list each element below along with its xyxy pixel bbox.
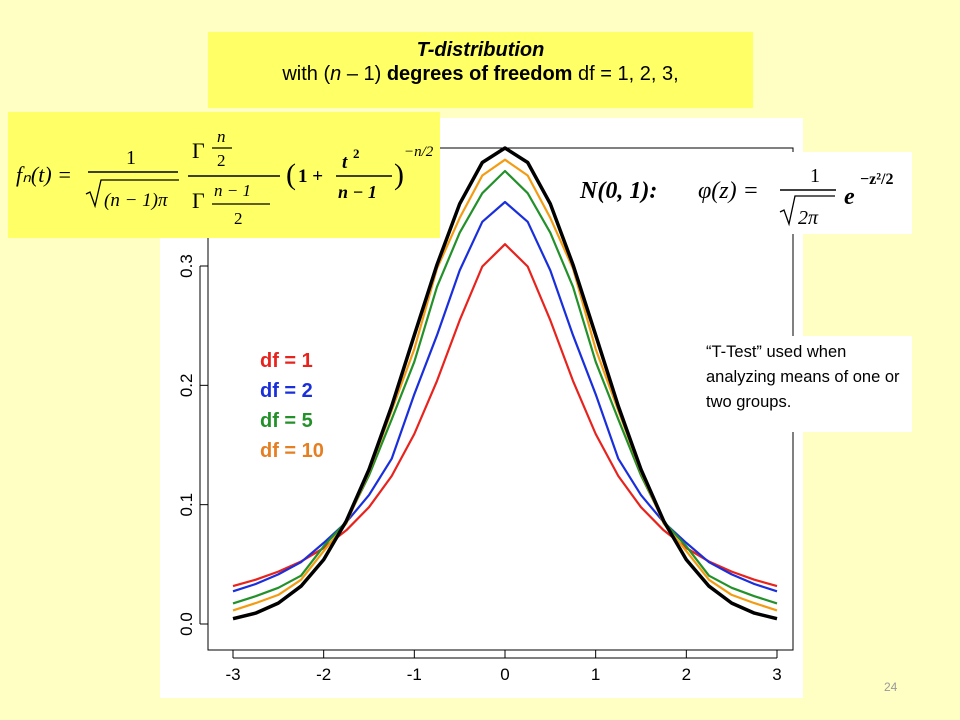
normal-sqrt-content: 2π bbox=[798, 207, 819, 229]
legend-df-1: df = 1 bbox=[260, 350, 313, 372]
gamma-top: Γ bbox=[192, 138, 205, 163]
y-tick-label: 0.0 bbox=[177, 612, 196, 636]
sqrt-sign bbox=[85, 179, 179, 209]
normal-e: e bbox=[844, 184, 855, 210]
y-tick-label: 0.3 bbox=[177, 254, 196, 278]
normal-one: 1 bbox=[810, 165, 820, 187]
series-line-df-10 bbox=[232, 158, 778, 612]
subtitle-post: df = 1, 2, 3, bbox=[572, 63, 679, 85]
x-tick-label: 1 bbox=[591, 665, 600, 684]
gamma-top-two: 2 bbox=[217, 151, 226, 170]
x-tick-label: -1 bbox=[407, 665, 422, 684]
chart-title: T-distribution bbox=[416, 39, 545, 61]
phi-label: φ(z) = bbox=[698, 178, 759, 204]
subtitle-bold: degrees of freedom bbox=[386, 63, 573, 85]
y-tick-label: 0.2 bbox=[177, 374, 196, 398]
t-den: n − 1 bbox=[338, 182, 377, 202]
x-tick-label: 3 bbox=[772, 665, 781, 684]
normal-formula-svg: N(0, 1): φ(z) = 1 2π e −z²/2 bbox=[579, 165, 893, 229]
normal-sqrt bbox=[779, 195, 835, 227]
legend-df-10: df = 10 bbox=[260, 440, 324, 462]
paren-open: ( bbox=[286, 158, 296, 191]
x-tick-label: 0 bbox=[500, 665, 509, 684]
gamma-bottom-num: n − 1 bbox=[214, 181, 251, 200]
formula-exponent: −n/2 bbox=[404, 144, 434, 160]
t-squared: t bbox=[342, 152, 348, 173]
formula-svg: fₙ(t) = 1 (n − 1)π Γ n 2 Γ n − 1 2 ( 1 +… bbox=[16, 127, 434, 228]
legend-df-5: df = 5 bbox=[260, 410, 313, 432]
x-tick-label: 2 bbox=[682, 665, 691, 684]
page-number: 24 bbox=[884, 680, 898, 694]
gamma-bottom-two: 2 bbox=[234, 209, 243, 228]
one-plus: 1 + bbox=[298, 166, 323, 187]
normal-exponent: −z²/2 bbox=[860, 171, 893, 188]
subtitle-mid: – 1) bbox=[341, 63, 387, 85]
formula-one: 1 bbox=[126, 147, 136, 169]
subtitle-pre: with ( bbox=[282, 63, 331, 85]
series-line-df-2 bbox=[232, 200, 778, 593]
y-tick-label: 0.1 bbox=[177, 493, 196, 517]
x-tick-label: -2 bbox=[316, 665, 331, 684]
x-tick-label: -3 bbox=[225, 665, 240, 684]
subtitle-n: n bbox=[330, 63, 342, 85]
series-line-n-0-1- bbox=[232, 146, 778, 621]
t-test-note: “T-Test” used when analyzing means of on… bbox=[700, 336, 912, 432]
formula-lhs: fₙ(t) = bbox=[16, 162, 72, 187]
formula-sqrt-content: (n − 1)π bbox=[104, 190, 168, 211]
normal-label: N(0, 1): bbox=[579, 178, 657, 204]
legend-df-2: df = 2 bbox=[260, 380, 313, 402]
gamma-top-n: n bbox=[217, 127, 226, 146]
paren-close: ) bbox=[394, 158, 404, 191]
t-density-formula: fₙ(t) = 1 (n − 1)π Γ n 2 Γ n − 1 2 ( 1 +… bbox=[8, 112, 440, 238]
legend: df = 1 df = 2 df = 5 df = 10 bbox=[260, 346, 324, 466]
series-line-df-5 bbox=[232, 169, 778, 605]
title-box: T-distribution with (n – 1) degrees of f… bbox=[208, 32, 753, 108]
normal-density-formula: N(0, 1): φ(z) = 1 2π e −z²/2 bbox=[574, 152, 912, 234]
t-exp: 2 bbox=[353, 146, 360, 161]
chart-subtitle: with (n – 1) degrees of freedom df = 1, … bbox=[208, 62, 753, 86]
gamma-bottom: Γ bbox=[192, 188, 205, 213]
